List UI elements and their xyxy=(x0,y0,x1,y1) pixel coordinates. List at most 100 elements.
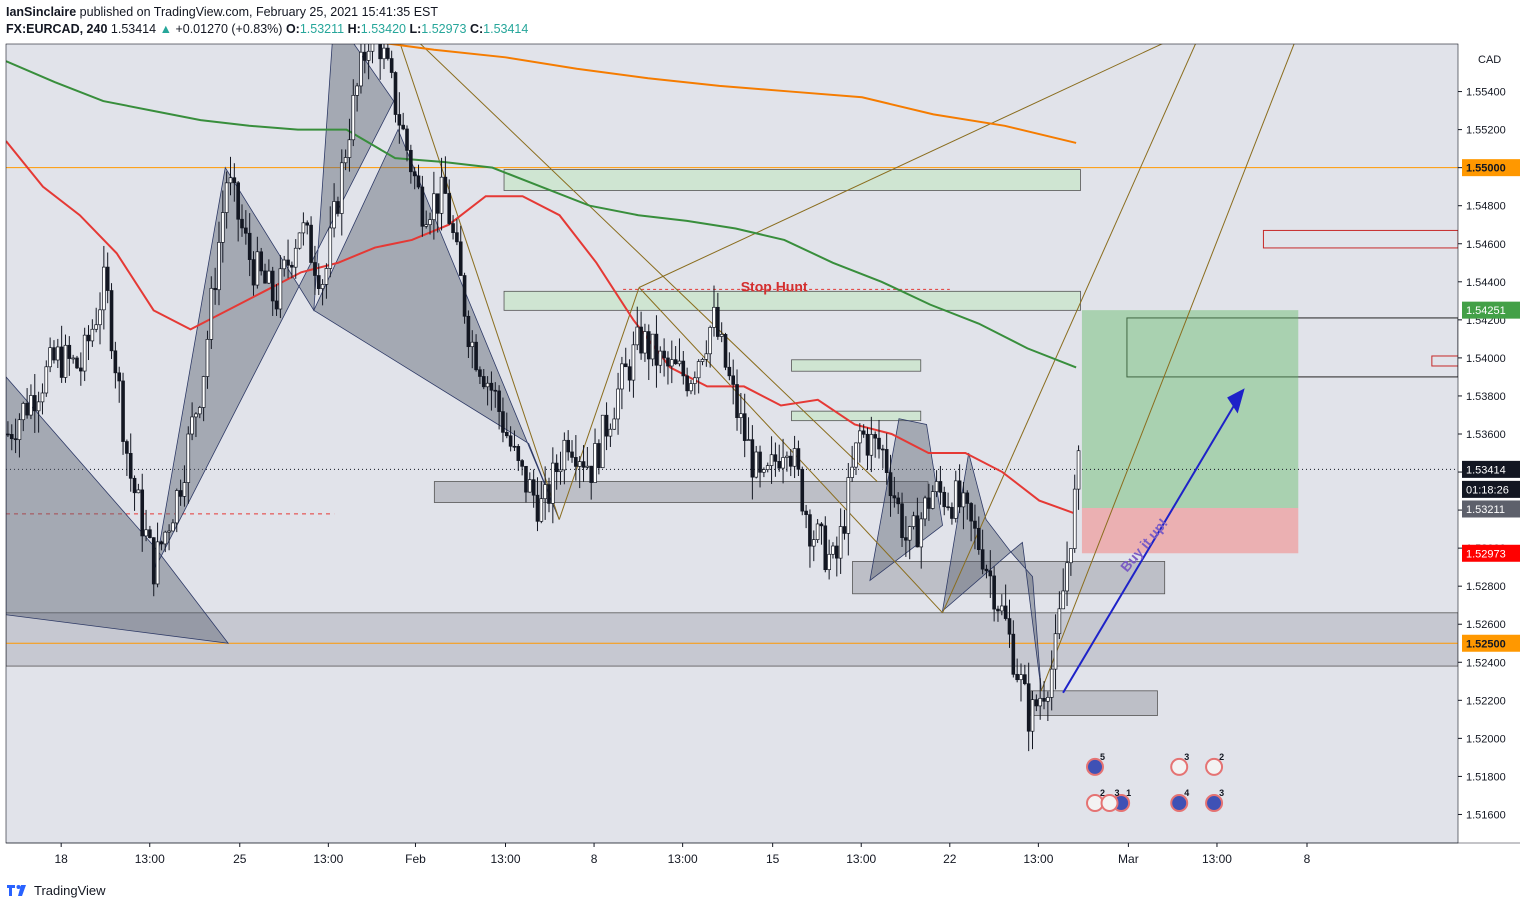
footer-brand[interactable]: TradingView xyxy=(34,882,106,898)
candle-body xyxy=(274,300,279,310)
candle-body xyxy=(6,433,10,436)
candle-body xyxy=(259,251,263,272)
candle-body xyxy=(923,497,927,520)
currency-label: CAD xyxy=(1478,54,1501,66)
supply-zone-top xyxy=(503,169,1081,191)
resistance-box-small xyxy=(1431,355,1458,367)
symbol-label[interactable]: FX:EURCAD, 240 xyxy=(6,22,108,36)
y-tick-label: 1.53600 xyxy=(1466,429,1506,441)
candle-body xyxy=(562,439,567,471)
y-tick-label: 1.54600 xyxy=(1466,239,1506,251)
candle-body xyxy=(240,218,244,229)
event-count: 3 xyxy=(1219,788,1224,798)
candle-body xyxy=(627,366,632,381)
candle-body xyxy=(746,439,751,441)
candle-body xyxy=(704,353,709,360)
candle-body xyxy=(71,357,75,360)
position-loss-area xyxy=(1081,507,1299,554)
y-tick-label: 1.52400 xyxy=(1466,657,1506,669)
candle-body xyxy=(758,451,762,473)
candle-body xyxy=(539,498,544,522)
x-tick-label: 22 xyxy=(943,852,957,866)
candle-body xyxy=(1034,699,1039,707)
candle-body xyxy=(531,479,536,496)
price-label-level xyxy=(1462,301,1520,319)
candle-body xyxy=(466,315,471,348)
candle-body xyxy=(182,482,187,497)
candle-body xyxy=(884,449,889,473)
event-flag-icon xyxy=(1086,757,1104,776)
position-profit-area xyxy=(1081,310,1299,508)
candle-body xyxy=(497,390,501,412)
y-tick-label: 1.53800 xyxy=(1466,391,1506,403)
event-count: 3 xyxy=(1115,788,1120,798)
candle-body xyxy=(44,366,49,394)
candle-body xyxy=(297,232,302,249)
candle-body xyxy=(282,259,287,270)
candle-body xyxy=(382,47,386,60)
candle-body xyxy=(570,451,574,458)
candle-body xyxy=(750,439,755,478)
author-name[interactable]: IanSinclaire xyxy=(6,5,77,19)
candle-body xyxy=(823,525,828,571)
footer: TradingView xyxy=(6,880,106,900)
candle-body xyxy=(639,326,643,354)
candle-body xyxy=(577,461,582,467)
candle-body xyxy=(554,462,559,473)
candle-body xyxy=(359,51,363,87)
candle-body xyxy=(1019,674,1023,681)
candle-body xyxy=(785,455,789,458)
x-tick-label: 15 xyxy=(766,852,780,866)
candle-body xyxy=(435,193,440,214)
candle-body xyxy=(777,461,782,469)
y-tick-label: 1.51600 xyxy=(1466,809,1506,821)
trend-line-3 xyxy=(942,44,1196,614)
candle-body xyxy=(646,331,651,360)
y-tick-label: 1.55400 xyxy=(1466,87,1506,99)
price-label-level xyxy=(1462,159,1520,177)
candle-body xyxy=(470,341,475,348)
event-count: 4 xyxy=(1184,788,1189,798)
candle-body xyxy=(355,85,359,96)
candle-body xyxy=(489,382,494,391)
candle-body xyxy=(362,51,367,61)
candle-body xyxy=(834,545,839,559)
candle-body xyxy=(574,457,578,467)
candle-body xyxy=(167,530,171,533)
candle-body xyxy=(217,242,221,291)
candle-body xyxy=(992,575,996,610)
candle-body xyxy=(535,494,540,522)
candle-body xyxy=(63,344,68,378)
arrow-head-icon xyxy=(1227,388,1245,414)
candle-body xyxy=(1042,697,1046,702)
trend-line-4 xyxy=(638,44,1163,288)
candle-body xyxy=(593,443,597,483)
event-flag-icon xyxy=(1170,757,1189,776)
x-tick-label: 13:00 xyxy=(1023,852,1053,866)
x-tick-label: 8 xyxy=(591,852,598,866)
candle-body xyxy=(209,287,214,340)
candle-body xyxy=(904,537,908,541)
candle-body xyxy=(865,433,870,456)
candle-body xyxy=(309,224,313,263)
candle-body xyxy=(75,357,79,369)
candle-body xyxy=(174,490,179,524)
y-tick-label: 1.52600 xyxy=(1466,619,1506,631)
candle-body xyxy=(339,162,344,214)
candle-body xyxy=(313,262,317,276)
candle-body xyxy=(59,346,64,378)
tradingview-logo-icon[interactable] xyxy=(6,883,28,897)
candle-body xyxy=(528,479,532,493)
candle-body xyxy=(980,549,985,570)
event-flag-icon xyxy=(1100,794,1119,813)
price-label-text: 1.54251 xyxy=(1466,305,1506,317)
candle-body xyxy=(278,268,283,310)
candle-body xyxy=(650,333,655,360)
candle-body xyxy=(788,455,793,467)
candle-body xyxy=(558,469,563,473)
candle-body xyxy=(969,503,973,522)
candle-body xyxy=(328,227,333,269)
candle-body xyxy=(616,388,620,420)
